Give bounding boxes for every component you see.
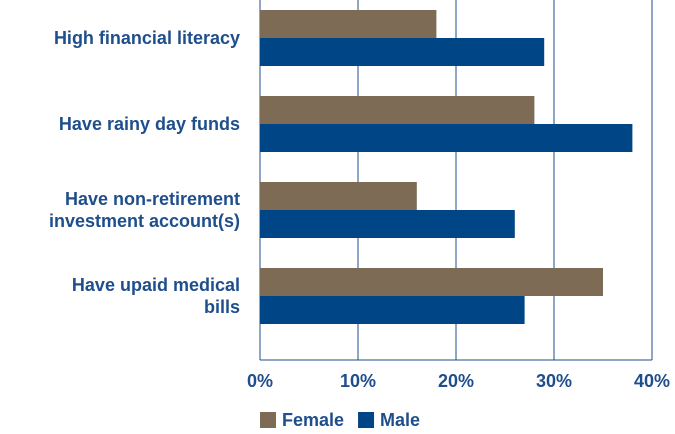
bar [260, 210, 515, 238]
x-tick-label: 30% [536, 371, 572, 391]
bar [260, 10, 437, 38]
bar [260, 96, 535, 124]
y-tick-label: Have upaid medical bills [71, 275, 240, 317]
bar [260, 38, 545, 66]
legend-label: Male [380, 410, 420, 430]
bar [260, 296, 525, 324]
y-tick-label: High financial literacy [53, 28, 240, 48]
y-tick-label: Have non-retirement investment account(s… [48, 189, 240, 231]
legend-swatch [260, 412, 276, 428]
bar [260, 124, 633, 152]
legend-label: Female [282, 410, 344, 430]
y-tick-label: Have rainy day funds [58, 114, 240, 134]
x-tick-label: 10% [340, 371, 376, 391]
x-tick-label: 0% [247, 371, 273, 391]
x-tick-label: 40% [634, 371, 670, 391]
bar [260, 268, 603, 296]
bar [260, 182, 417, 210]
legend-swatch [358, 412, 375, 428]
x-tick-label: 20% [438, 371, 474, 391]
